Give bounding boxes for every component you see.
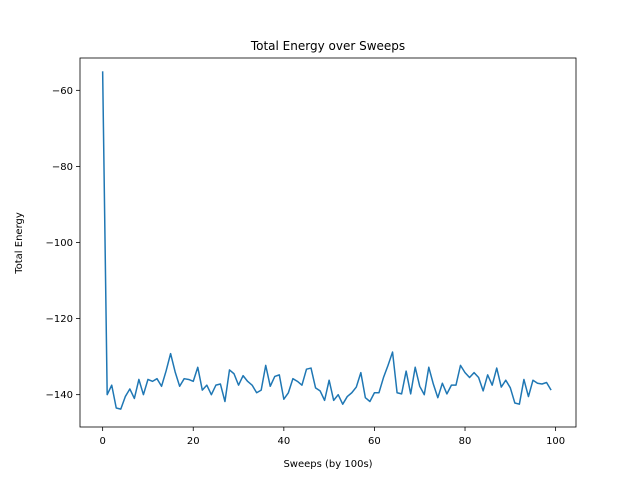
x-tick-label: 60	[368, 436, 381, 447]
y-tick-label: −80	[52, 162, 73, 173]
plot-area	[101, 71, 552, 410]
y-tick-label: −100	[46, 238, 73, 249]
y-tick-label: −140	[46, 390, 73, 401]
series-line	[101, 71, 552, 410]
x-tick-label: 80	[459, 436, 472, 447]
x-tick-label: 20	[187, 436, 200, 447]
y-axis: −140 −120 −100 −80 −60	[46, 86, 80, 401]
x-axis: 0 20 40 60 80 100	[99, 427, 565, 447]
x-tick-label: 0	[99, 436, 105, 447]
y-axis-label: Total Energy	[14, 212, 25, 275]
chart-title: Total Energy over Sweeps	[250, 39, 405, 53]
x-axis-label: Sweeps (by 100s)	[283, 459, 372, 470]
y-tick-label: −60	[52, 86, 73, 97]
y-tick-label: −120	[46, 314, 73, 325]
x-tick-label: 40	[277, 436, 290, 447]
x-tick-label: 100	[546, 436, 565, 447]
